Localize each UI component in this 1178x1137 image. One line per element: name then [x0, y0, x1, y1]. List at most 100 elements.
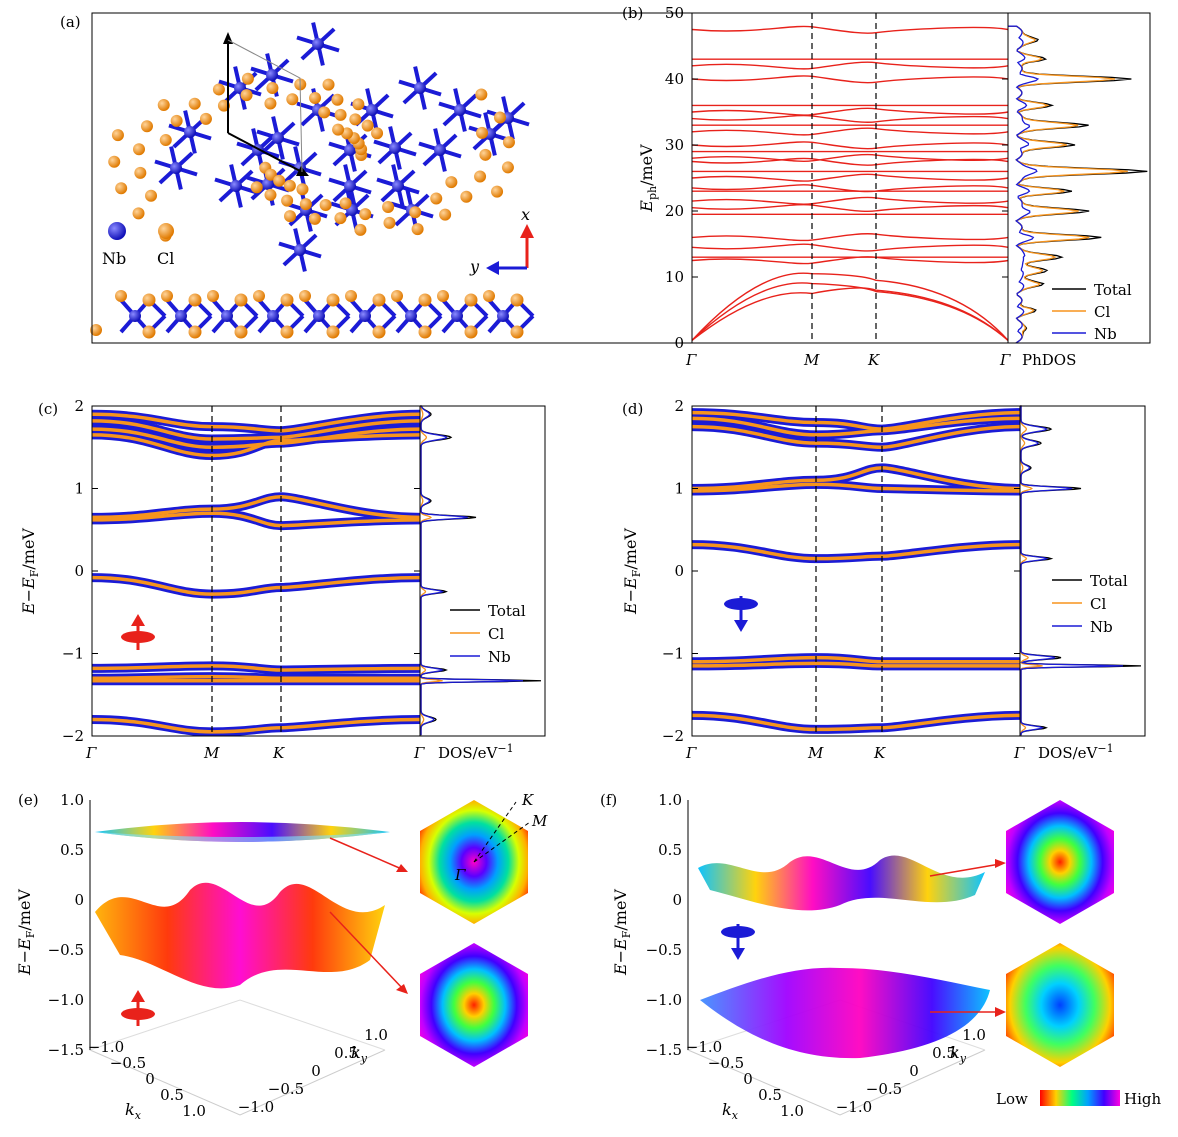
cl-atom-side [418, 293, 432, 307]
hex-label-gamma: Γ [454, 866, 466, 884]
e-ztick-2: 0 [74, 891, 84, 909]
cl-atom-side [280, 293, 294, 307]
cl-projected-band [691, 655, 1020, 664]
c-legend-total: Total [488, 602, 526, 620]
e-ky-tick-0: −1.0 [238, 1098, 274, 1116]
phonon-legend: Total Cl Nb [1052, 281, 1132, 343]
cl-atom [132, 207, 145, 220]
c-band-frame [91, 405, 421, 737]
c-xtick-gamma1: Γ [85, 744, 97, 762]
nb-atom-side [221, 310, 233, 322]
e-k-ticks: −1.0−0.500.51.0 −1.0−0.500.51.0 [88, 1026, 388, 1120]
e-ky-tick-1: −0.5 [268, 1080, 304, 1098]
b-xtick-gamma1: Γ [685, 351, 697, 369]
phdos-label: PhDOS [1022, 351, 1076, 369]
b-ytick-4: 40 [665, 70, 684, 88]
cl-atom [322, 78, 335, 91]
cl-atom [264, 188, 277, 201]
cl-atom [476, 126, 489, 139]
colorbar-low: Low [996, 1090, 1028, 1108]
cl-atom [502, 136, 515, 149]
cl-atom [134, 166, 147, 179]
cl-atom-side [437, 290, 449, 302]
cl-atom [439, 208, 452, 221]
nb-atom [454, 104, 466, 116]
f-upper-surface [698, 855, 985, 911]
cl-atom-side [142, 325, 156, 339]
e-spin-up-icon [121, 990, 155, 1026]
cl-atom [188, 97, 201, 110]
cl-atom-side [464, 325, 478, 339]
phonon-branch [691, 173, 1009, 182]
cl-atom [309, 91, 322, 104]
d-y-label: E−EF/meV [621, 528, 643, 615]
cl-projected-band [91, 412, 421, 433]
cl-atom [170, 114, 183, 127]
cl-atom-side [510, 293, 524, 307]
phdos-frame [1007, 12, 1151, 344]
unit-cell [223, 32, 309, 176]
phonon-y-ticks: 0 10 20 30 40 50 [665, 4, 1008, 352]
cl-atom [334, 212, 347, 225]
f-ky-tick-1: −0.5 [866, 1080, 902, 1098]
nb-atom-side [129, 310, 141, 322]
cl-atom [157, 99, 170, 112]
f-kx-tick-4: 1.0 [780, 1102, 804, 1120]
cl-projected-band [691, 466, 1021, 491]
phonon-branch [691, 25, 1009, 34]
dos-curve [420, 405, 542, 736]
cl-atom-side [188, 325, 202, 339]
d-ytick-0: −2 [662, 727, 684, 745]
f-ky-tick-0: −1.0 [836, 1098, 872, 1116]
cl-atom [383, 216, 396, 229]
d-xtick-gamma1: Γ [685, 744, 697, 762]
phdos-curve [1008, 25, 1128, 344]
e-ky-tick-3: 0.5 [334, 1044, 358, 1062]
b-xtick-k: K [867, 351, 880, 369]
f-kx-label: kx [722, 1100, 739, 1122]
cl-projected-band [691, 542, 1021, 561]
e-kx-tick-0: −1.0 [88, 1038, 124, 1056]
cl-atom [296, 183, 309, 196]
e-ky-tick-2: 0 [311, 1062, 321, 1080]
dos-curve [1020, 405, 1142, 736]
d-xtick-k: K [873, 744, 886, 762]
cl-atom [132, 143, 145, 156]
cl-atom [334, 108, 347, 121]
cl-projected-band [691, 661, 1020, 668]
nb-atom [170, 162, 182, 174]
cl-atom-side [142, 293, 156, 307]
b-ytick-1: 10 [665, 268, 684, 286]
cl-atom-side [326, 293, 340, 307]
cl-atom [359, 208, 372, 221]
f-kx-tick-3: 0.5 [758, 1086, 782, 1104]
c-ytick-1: −1 [62, 645, 84, 663]
phdos-curve [1008, 25, 1040, 344]
phonon-branch [691, 196, 1009, 205]
cl-atom-side [115, 290, 127, 302]
cl-atom [361, 119, 374, 132]
acoustic-branch [691, 272, 1009, 341]
d-legend-cl: Cl [1090, 595, 1106, 613]
cl-atom [474, 170, 487, 183]
e-ky-tick-4: 1.0 [364, 1026, 388, 1044]
cl-atom [115, 182, 128, 195]
cl-atom-side [372, 325, 386, 339]
axis-indicator: x y [469, 205, 534, 276]
nb-atom [184, 126, 196, 138]
cl-atom [283, 179, 296, 192]
c-y-label: E−EF/meV [19, 528, 41, 615]
nb-atom [434, 144, 446, 156]
nb-atom [266, 69, 278, 81]
d-xtick-gamma2: Γ [1013, 744, 1025, 762]
cl-atom [250, 181, 263, 194]
cl-atom [264, 168, 277, 181]
cl-atom [264, 97, 277, 110]
cl-projected-band [91, 664, 421, 672]
cl-atom [308, 212, 321, 225]
e-ky-label: ky [351, 1043, 368, 1065]
spin-down-bands [691, 408, 1021, 734]
cl-atom [111, 129, 124, 142]
cl-atom [273, 174, 286, 187]
cl-atom [339, 197, 352, 210]
